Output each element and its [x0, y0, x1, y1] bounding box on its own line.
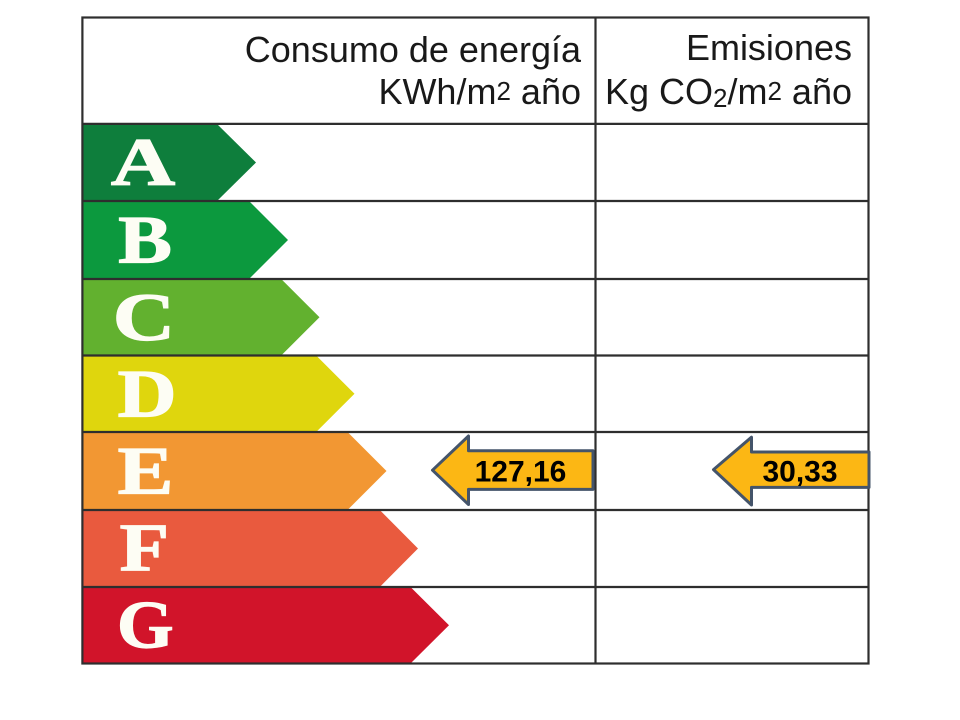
svg-text:127,16: 127,16	[475, 456, 567, 489]
svg-text:G: G	[117, 588, 174, 663]
svg-text:E: E	[118, 434, 174, 509]
svg-text:C: C	[113, 279, 175, 354]
svg-text:A: A	[111, 125, 175, 201]
svg-text:30,33: 30,33	[762, 456, 837, 489]
svg-text:F: F	[120, 511, 169, 587]
svg-text:B: B	[118, 203, 172, 278]
svg-text:D: D	[118, 357, 177, 432]
